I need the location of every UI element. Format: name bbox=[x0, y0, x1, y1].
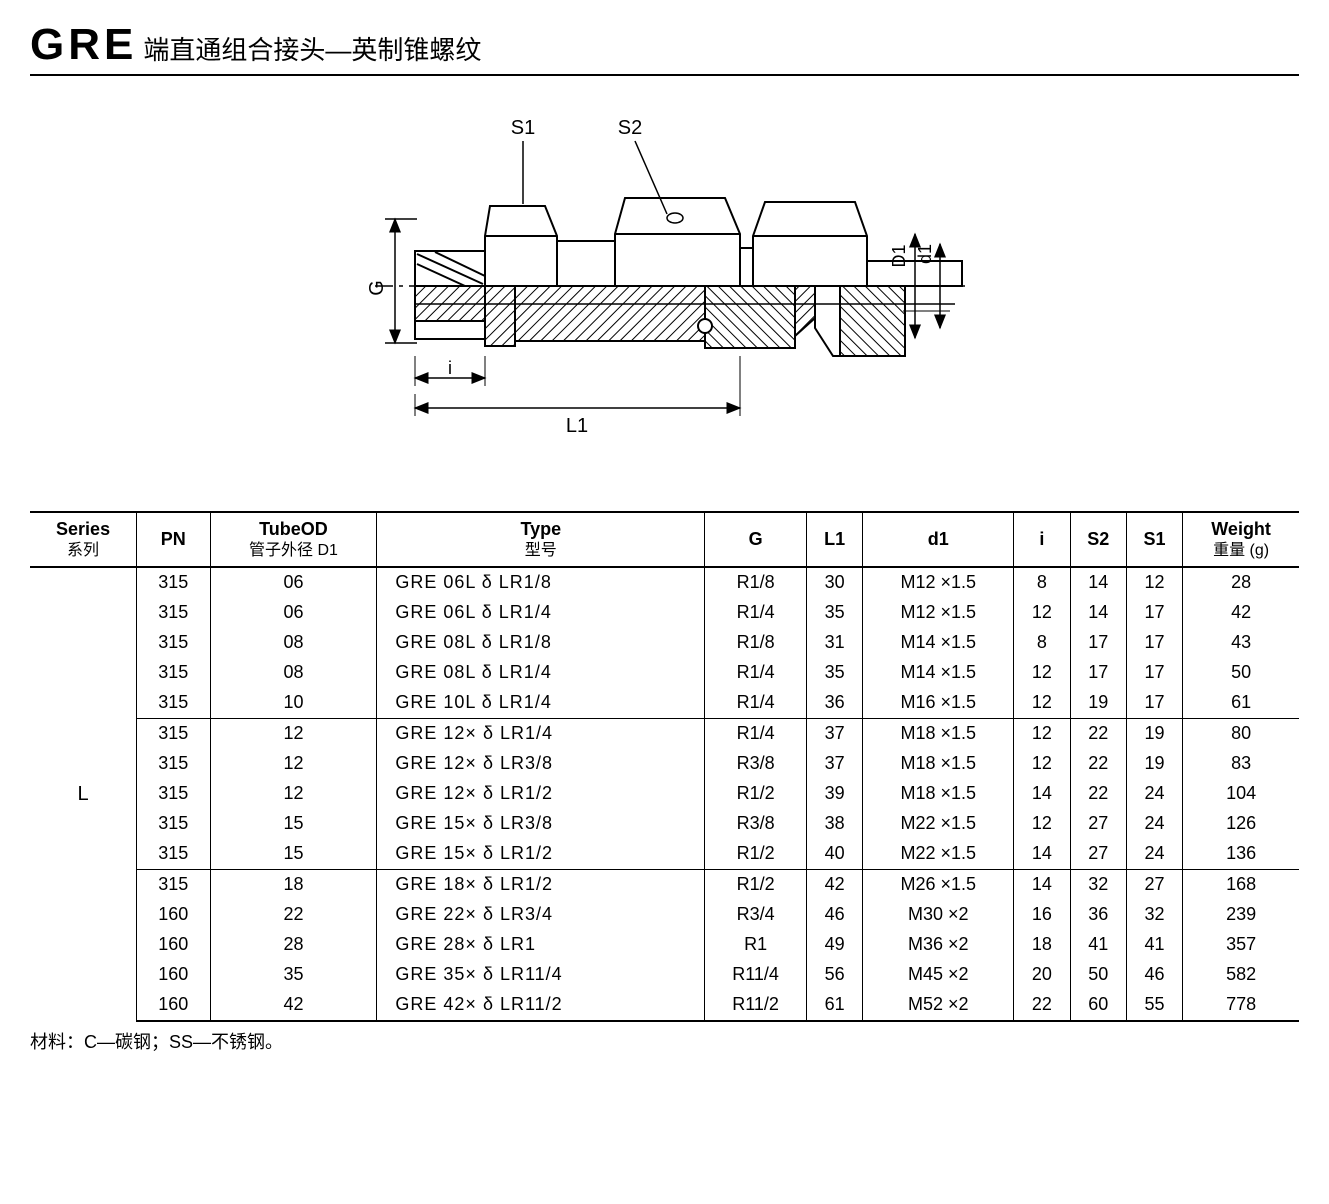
table-row: 31518GRE 18× δ LR1/2R1/242M26 ×1.5143227… bbox=[30, 869, 1299, 900]
table-row: L31506GRE 06L δ LR1/8R1/830M12 ×1.581412… bbox=[30, 567, 1299, 598]
col-g: G bbox=[705, 512, 807, 567]
technical-diagram: S1 S2 G D1 d1 i L1 bbox=[30, 106, 1299, 441]
table-row: 31515GRE 15× δ LR3/8R3/838M22 ×1.5122724… bbox=[30, 809, 1299, 839]
table-row: 16028GRE 28× δ LR1R149M36 ×2184141357 bbox=[30, 930, 1299, 960]
table-row: 16042GRE 42× δ LR11/2R11/261M52 ×2226055… bbox=[30, 990, 1299, 1021]
table-row: 16035GRE 35× δ LR11/4R11/456M45 ×2205046… bbox=[30, 960, 1299, 990]
col-s2: S2 bbox=[1070, 512, 1126, 567]
col-type: Type型号 bbox=[377, 512, 705, 567]
col-pn: PN bbox=[137, 512, 210, 567]
label-s1: S1 bbox=[510, 117, 534, 139]
series-cell: L bbox=[30, 567, 137, 1021]
table-row: 31508GRE 08L δ LR1/4R1/435M14 ×1.5121717… bbox=[30, 658, 1299, 688]
label-g: G bbox=[366, 280, 388, 296]
table-row: 31512GRE 12× δ LR3/8R3/837M18 ×1.5122219… bbox=[30, 749, 1299, 779]
material-footnote: 材料：C—碳钢；SS—不锈钢。 bbox=[30, 1028, 1299, 1054]
col-series: Series系列 bbox=[30, 512, 137, 567]
table-row: 31510GRE 10L δ LR1/4R1/436M16 ×1.5121917… bbox=[30, 688, 1299, 719]
col-s1: S1 bbox=[1126, 512, 1182, 567]
table-row: 31508GRE 08L δ LR1/8R1/831M14 ×1.5817174… bbox=[30, 628, 1299, 658]
table-row: 31512GRE 12× δ LR1/4R1/437M18 ×1.5122219… bbox=[30, 718, 1299, 749]
label-s2: S2 bbox=[617, 117, 641, 139]
col-d1cap: TubeOD管子外径 D1 bbox=[210, 512, 377, 567]
col-l1: L1 bbox=[806, 512, 862, 567]
label-l1: L1 bbox=[565, 415, 587, 436]
table-row: 31515GRE 15× δ LR1/2R1/240M22 ×1.5142724… bbox=[30, 839, 1299, 870]
page-title: GRE 端直通组合接头—英制锥螺纹 bbox=[30, 20, 1299, 76]
table-row: 31506GRE 06L δ LR1/4R1/435M12 ×1.5121417… bbox=[30, 598, 1299, 628]
spec-table: Series系列PNTubeOD管子外径 D1Type型号GL1d1iS2S1W… bbox=[30, 511, 1299, 1022]
table-row: 16022GRE 22× δ LR3/4R3/446M30 ×216363223… bbox=[30, 900, 1299, 930]
label-d1low: d1 bbox=[915, 244, 935, 264]
label-D1: D1 bbox=[889, 244, 909, 267]
col-i: i bbox=[1014, 512, 1070, 567]
table-row: 31512GRE 12× δ LR1/2R1/239M18 ×1.5142224… bbox=[30, 779, 1299, 809]
label-i: i bbox=[448, 358, 452, 378]
col-d1low: d1 bbox=[863, 512, 1014, 567]
title-desc: 端直通组合接头—英制锥螺纹 bbox=[143, 30, 481, 67]
title-code: GRE bbox=[30, 20, 137, 70]
col-wt: Weight重量 (g) bbox=[1183, 512, 1299, 567]
